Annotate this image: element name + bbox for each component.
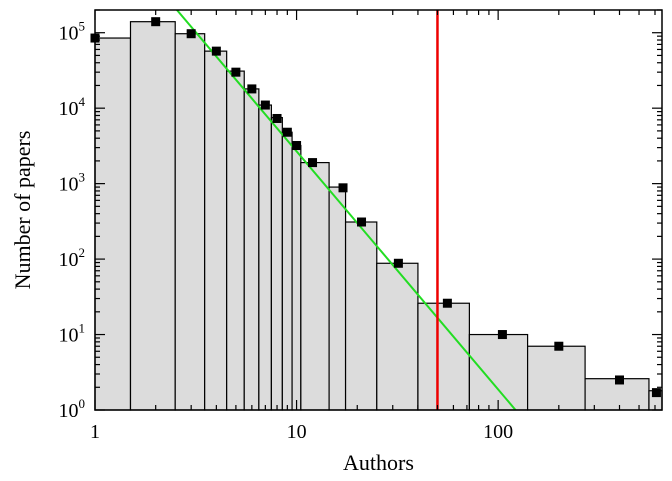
point-16 xyxy=(554,341,564,351)
point-1 xyxy=(151,17,161,27)
bar-10 xyxy=(300,161,330,411)
bar-7 xyxy=(270,116,283,411)
point-4 xyxy=(231,67,241,77)
point-14 xyxy=(442,298,452,308)
x-tick-label: 100 xyxy=(483,421,513,443)
bar-4 xyxy=(226,70,245,411)
point-13 xyxy=(393,258,403,268)
bar-16 xyxy=(526,345,586,411)
bar-14 xyxy=(417,302,470,411)
y-tick-label: 100 xyxy=(59,396,86,422)
point-12 xyxy=(357,217,367,227)
bar-3 xyxy=(204,50,228,411)
histogram-bars xyxy=(94,21,663,411)
y-tick-label: 105 xyxy=(59,19,86,45)
y-tick-label: 101 xyxy=(59,321,86,347)
bar-9 xyxy=(291,144,302,411)
bar-5 xyxy=(243,88,260,411)
point-10 xyxy=(308,158,318,168)
point-3 xyxy=(211,46,221,56)
bar-2 xyxy=(174,33,206,411)
point-17 xyxy=(614,375,624,385)
bar-11 xyxy=(328,186,347,411)
point-8 xyxy=(282,127,292,137)
point-6 xyxy=(260,100,270,110)
point-15 xyxy=(497,330,507,340)
bar-13 xyxy=(376,262,419,411)
x-tick-label: 1 xyxy=(90,421,100,443)
bar-12 xyxy=(344,221,378,411)
point-7 xyxy=(272,113,282,123)
point-18 xyxy=(651,388,661,398)
bar-8 xyxy=(281,131,293,411)
bar-0 xyxy=(94,37,132,411)
x-axis-ticks: 1 10 100 xyxy=(90,10,656,443)
y-tick-label: 103 xyxy=(59,170,86,196)
x-tick-label: 10 xyxy=(287,421,307,443)
plot-frame xyxy=(94,9,663,411)
y-tick-label: 102 xyxy=(59,245,86,271)
point-11 xyxy=(338,183,348,193)
bar-1 xyxy=(129,21,176,411)
y-axis-title: Number of papers xyxy=(10,131,35,290)
point-2 xyxy=(186,29,196,39)
data-points xyxy=(90,17,661,398)
bar-15 xyxy=(468,333,529,411)
y-axis-ticks: 100 101 102 103 104 105 xyxy=(59,9,662,422)
point-9 xyxy=(292,141,302,151)
bar-6 xyxy=(258,104,272,411)
point-5 xyxy=(247,84,257,94)
y-tick-label: 104 xyxy=(59,94,86,120)
x-axis-title: Authors xyxy=(343,450,414,475)
